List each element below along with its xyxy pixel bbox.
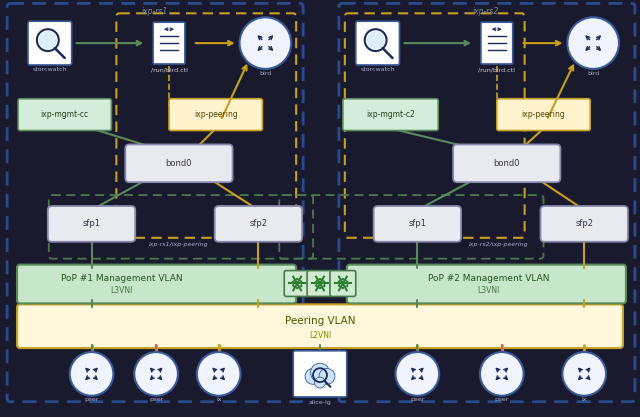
Text: sfp1: sfp1	[408, 219, 426, 229]
Circle shape	[134, 352, 178, 396]
Circle shape	[480, 352, 524, 396]
Text: peer: peer	[149, 397, 163, 402]
Text: bird: bird	[587, 71, 599, 76]
FancyBboxPatch shape	[284, 271, 310, 296]
FancyBboxPatch shape	[214, 206, 302, 242]
Text: L3VNI: L3VNI	[110, 286, 132, 295]
Text: storcwatch: storcwatch	[360, 68, 395, 73]
Circle shape	[567, 17, 619, 69]
FancyBboxPatch shape	[169, 99, 262, 131]
FancyBboxPatch shape	[356, 21, 399, 65]
Text: ixp-rs2: ixp-rs2	[473, 7, 499, 16]
FancyBboxPatch shape	[17, 304, 623, 348]
Text: ixp-mgmt-c2: ixp-mgmt-c2	[366, 110, 415, 119]
Circle shape	[197, 352, 241, 396]
Circle shape	[305, 369, 321, 384]
FancyBboxPatch shape	[18, 99, 111, 131]
Circle shape	[314, 377, 326, 388]
Text: peer: peer	[410, 397, 424, 402]
Text: bird: bird	[259, 71, 271, 76]
FancyBboxPatch shape	[48, 206, 135, 242]
FancyBboxPatch shape	[347, 265, 626, 303]
Text: sfp2: sfp2	[575, 219, 593, 229]
Circle shape	[367, 31, 385, 49]
Circle shape	[319, 369, 335, 384]
Text: bond0: bond0	[493, 159, 520, 168]
Text: alice-lg: alice-lg	[308, 400, 332, 405]
Text: Peering VLAN: Peering VLAN	[285, 316, 355, 326]
FancyBboxPatch shape	[293, 351, 347, 397]
FancyBboxPatch shape	[343, 99, 438, 131]
Text: peer: peer	[495, 397, 509, 402]
Text: peer: peer	[84, 397, 99, 402]
Circle shape	[563, 352, 606, 396]
Circle shape	[396, 352, 439, 396]
FancyBboxPatch shape	[153, 22, 185, 64]
FancyBboxPatch shape	[453, 144, 561, 182]
Circle shape	[239, 17, 291, 69]
Text: ixp-mgmt-cc: ixp-mgmt-cc	[41, 110, 89, 119]
FancyBboxPatch shape	[307, 271, 333, 296]
Text: /run/bird.ctl: /run/bird.ctl	[478, 68, 515, 73]
Circle shape	[310, 363, 330, 382]
FancyBboxPatch shape	[125, 144, 232, 182]
Text: ixp-rs2/ixp-peering: ixp-rs2/ixp-peering	[469, 242, 529, 247]
Text: ixp-peering: ixp-peering	[522, 110, 565, 119]
Text: L3VNI: L3VNI	[477, 286, 500, 295]
FancyBboxPatch shape	[541, 206, 628, 242]
Text: ixp-peering: ixp-peering	[194, 110, 237, 119]
Text: ix: ix	[216, 397, 221, 402]
Text: L2VNI: L2VNI	[309, 331, 331, 340]
Text: sfp2: sfp2	[250, 219, 268, 229]
FancyBboxPatch shape	[330, 271, 356, 296]
Text: sfp1: sfp1	[83, 219, 100, 229]
Text: ixp-rs1/ixp-peering: ixp-rs1/ixp-peering	[149, 242, 209, 247]
FancyBboxPatch shape	[17, 265, 296, 303]
Circle shape	[39, 31, 57, 49]
FancyBboxPatch shape	[374, 206, 461, 242]
Circle shape	[70, 352, 113, 396]
Text: ix: ix	[582, 397, 587, 402]
Text: bond0: bond0	[166, 159, 192, 168]
Text: /run/bird.ctl: /run/bird.ctl	[150, 68, 188, 73]
Text: storcwatch: storcwatch	[33, 68, 67, 73]
Text: PoP #2 Management VLAN: PoP #2 Management VLAN	[428, 274, 550, 283]
Text: ixp-rs1: ixp-rs1	[142, 7, 168, 16]
Text: PoP #1 Management VLAN: PoP #1 Management VLAN	[61, 274, 182, 283]
FancyBboxPatch shape	[497, 99, 590, 131]
FancyBboxPatch shape	[481, 22, 513, 64]
FancyBboxPatch shape	[28, 21, 72, 65]
